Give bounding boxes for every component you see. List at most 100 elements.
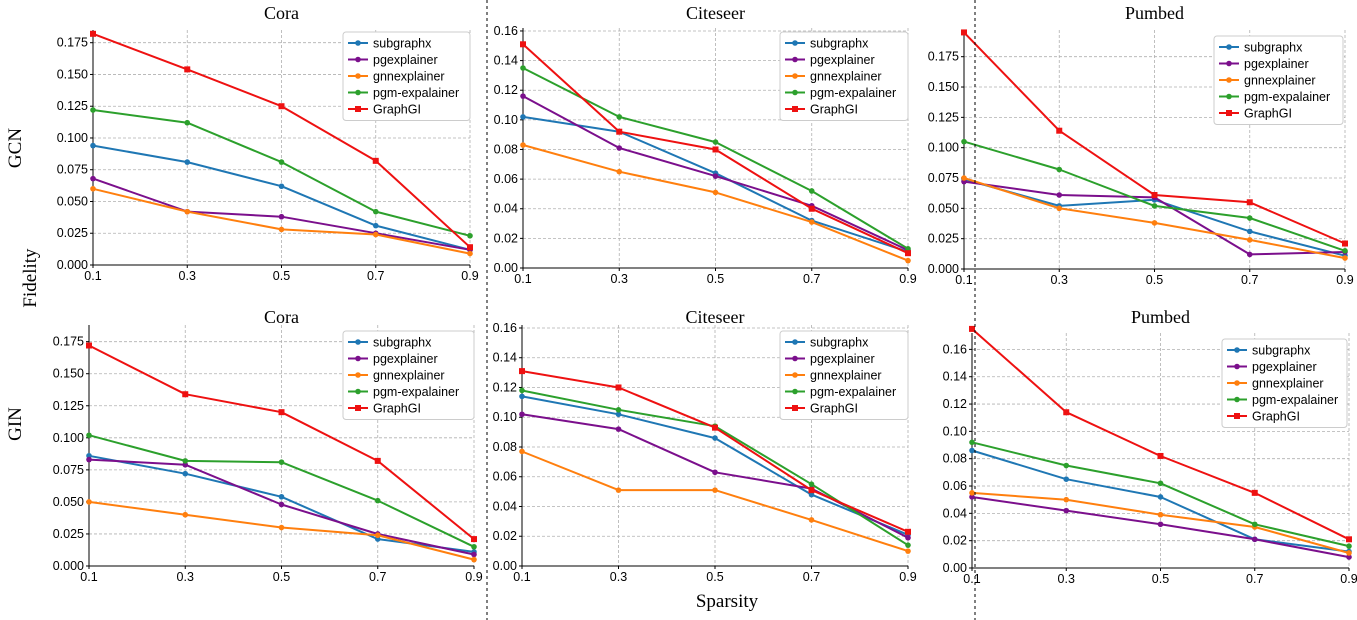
y-tick-label: 0.125 [57, 99, 88, 113]
x-tick-label: 0.9 [899, 570, 916, 584]
series-pgm-expalainer-point [374, 497, 381, 504]
series-gnnexplainer-point [278, 226, 285, 233]
x-tick-label: 0.3 [179, 269, 196, 283]
y-tick-label: 0.000 [57, 258, 88, 272]
legend: subgraphx pgexplainer gnnexplainer pgm-expa… [342, 31, 471, 121]
legend-label: gnnexplainer [373, 70, 445, 84]
legend-label: GraphGI [373, 402, 421, 416]
series-pgm-expalainer-point [372, 208, 379, 215]
panel-2: 0.1 0.3 0.5 0.7 0.9 0.00 0.02 0.04 0.06 0.08 0.10 0… [494, 3, 917, 286]
series-pgexplainer-point [86, 456, 92, 463]
series-pgexplainer-point [182, 461, 189, 468]
y-tick-label: 0.16 [493, 321, 517, 335]
y-tick-label: 0.150 [53, 367, 84, 381]
legend-label: gnnexplainer [1244, 74, 1316, 88]
y-tick-label: 0.02 [494, 231, 518, 245]
series-graphgi-point [471, 536, 477, 543]
y-tick-label: 0.02 [943, 534, 967, 548]
series-graphgi-point [374, 457, 381, 464]
series-pgm-expalainer-point [1246, 215, 1253, 221]
series-pgm-expalainer-point [1056, 166, 1063, 173]
series-gnnexplainer-point [90, 185, 96, 192]
y-tick-label: 0.025 [57, 226, 88, 240]
x-tick-label: 0.3 [610, 570, 627, 584]
series-pgm-expalainer-point [519, 387, 525, 394]
legend-label: pgexplainer [810, 53, 875, 67]
series-graphgi-point [278, 409, 285, 416]
x-shared-label: Sparsity [696, 591, 759, 612]
series-graphgi-point [1251, 489, 1258, 496]
series-pgexplainer-point [1246, 251, 1253, 258]
legend-label: GraphGI [373, 103, 421, 117]
series-pgm-expalainer-point [278, 459, 285, 465]
legend-label: gnnexplainer [810, 70, 882, 84]
chart-title: Pumbed [1125, 3, 1184, 23]
series-gnnexplainer-point [712, 487, 718, 493]
y-tick-label: 0.10 [494, 113, 518, 127]
legend: subgraphx pgexplainer gnnexplainer pgm-expa… [1213, 35, 1344, 125]
series-pgm-expalainer-point [1063, 462, 1070, 469]
series-gnnexplainer-point [184, 208, 191, 215]
chart-title: Pumbed [1131, 307, 1190, 327]
legend-label: pgexplainer [1244, 57, 1309, 71]
series-pgexplainer-point [278, 501, 285, 508]
series-gnnexplainer-point [1346, 550, 1352, 556]
y-tick-label: 0.00 [493, 559, 517, 573]
legend-marker [792, 388, 798, 395]
legend-label: GraphGI [810, 103, 858, 117]
legend-label: pgexplainer [373, 53, 438, 67]
x-tick-label: 0.3 [177, 570, 194, 584]
x-tick-label: 0.7 [369, 570, 386, 584]
legend-marker [355, 339, 361, 345]
legend-marker [355, 40, 361, 46]
series-pgexplainer-point [712, 173, 719, 179]
series-subgraphx-point [1157, 494, 1164, 500]
series-gnnexplainer-point [712, 189, 719, 196]
legend-label: pgm-expalainer [810, 385, 896, 399]
legend-label: pgm-expalainer [1252, 393, 1338, 407]
series-subgraphx-point [519, 393, 525, 400]
y-tick-label: 0.14 [493, 351, 517, 365]
y-tick-label: 0.16 [494, 24, 518, 38]
series-pgm-expalainer-point [712, 139, 719, 145]
y-tick-label: 0.16 [943, 342, 967, 356]
series-pgm-expalainer-point [467, 232, 473, 239]
series-graphgi-point [1151, 191, 1158, 198]
series-gnnexplainer-point [1246, 237, 1253, 243]
series-pgm-expalainer-point [1346, 543, 1352, 549]
legend-marker [1234, 347, 1240, 353]
series-pgm-expalainer-point [1157, 480, 1164, 487]
legend-frame [342, 31, 471, 121]
x-tick-label: 0.1 [80, 570, 97, 584]
x-tick-label: 0.7 [367, 269, 384, 283]
y-tick-label: 0.100 [928, 141, 959, 155]
legend-label: pgm-expalainer [1244, 90, 1330, 104]
series-gnnexplainer-point [1157, 511, 1164, 518]
series-gnnexplainer-point [616, 168, 623, 175]
legend-marker [355, 388, 361, 395]
series-graphgi-point [1063, 409, 1070, 416]
series-gnnexplainer-point [961, 175, 967, 181]
x-tick-label: 0.9 [1336, 273, 1353, 287]
series-subgraphx-point [808, 491, 815, 498]
x-tick-label: 0.7 [803, 272, 820, 286]
legend-label: pgexplainer [810, 352, 875, 366]
y-tick-label: 0.150 [57, 67, 88, 81]
legend-marker [1234, 363, 1240, 370]
legend-label: subgraphx [373, 37, 432, 51]
legend-marker [355, 106, 361, 112]
series-pgm-expalainer-point [86, 432, 92, 439]
series-pgm-expalainer-point [616, 114, 623, 120]
x-tick-label: 0.1 [84, 269, 101, 283]
y-tick-label: 0.14 [943, 370, 967, 384]
series-pgm-expalainer-point [1342, 248, 1348, 254]
legend-marker [1226, 110, 1232, 116]
series-graphgi-point [712, 424, 718, 431]
y-tick-label: 0.050 [928, 201, 959, 215]
series-graphgi-point [184, 66, 191, 73]
series-gnnexplainer-point [1342, 255, 1348, 261]
series-graphgi-point [467, 244, 473, 251]
panel-4: 0.1 0.3 0.5 0.7 0.9 0.000 0.025 0.050 0.075 0.100… [53, 307, 483, 584]
series-graphgi-point [372, 157, 379, 164]
